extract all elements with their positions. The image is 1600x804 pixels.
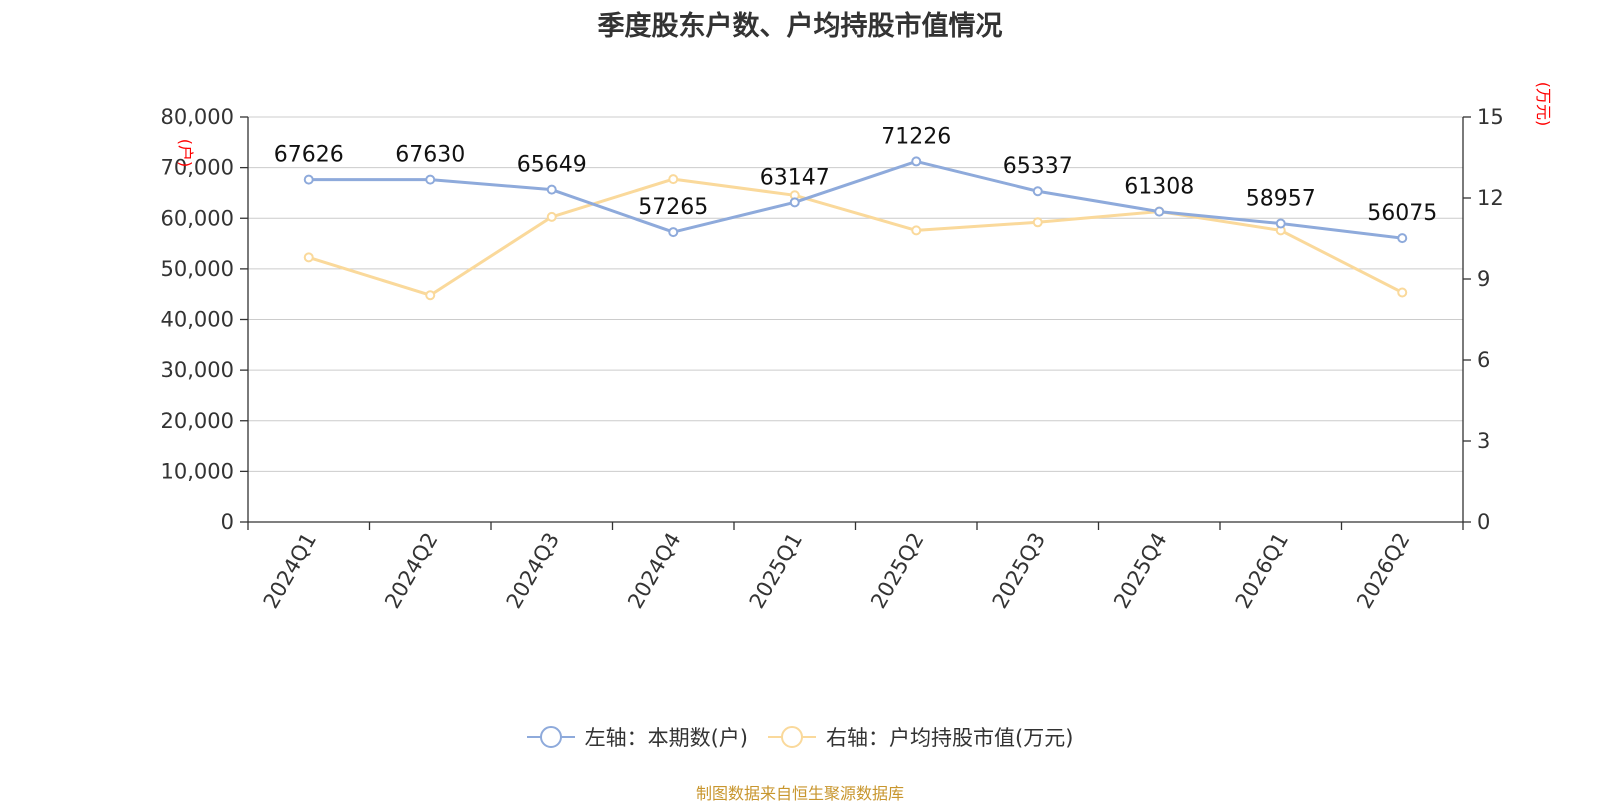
left-series-point <box>303 174 314 185</box>
right-series-line <box>308 177 1403 297</box>
left-series-point <box>546 184 557 195</box>
right-axis-tick-label: 6 <box>1477 348 1490 372</box>
x-axis-category-label: 2025Q4 <box>1109 529 1171 613</box>
left-series-point <box>1397 233 1408 244</box>
left-axis-tick-label: 70,000 <box>161 156 234 180</box>
left-series-point <box>1154 206 1165 217</box>
grid-layer <box>248 116 1463 472</box>
x-axis-category-label: 2024Q3 <box>502 529 564 613</box>
right-series-point <box>546 211 557 222</box>
legend-left-series-icon <box>526 726 575 748</box>
right-axis-tick-label: 0 <box>1477 510 1490 534</box>
x-axis-category-label: 2024Q2 <box>380 529 442 613</box>
axis-layer <box>240 116 1471 530</box>
legend-item-right-series[interactable]: 右轴：户均持股市值(万元) <box>768 722 1073 752</box>
data-label: 65649 <box>517 153 587 178</box>
right-axis-tick-label: 12 <box>1477 186 1504 210</box>
right-series-point <box>1397 287 1408 298</box>
left-series-point <box>425 174 436 185</box>
right-axis-tick-label: 3 <box>1477 429 1490 453</box>
left-axis-tick-label: 10,000 <box>161 459 234 483</box>
data-label: 71226 <box>881 124 951 149</box>
left-axis-tick-label: 40,000 <box>161 308 234 332</box>
left-axis-tick-label: 80,000 <box>161 105 234 129</box>
left-axis-unit-label: (户) <box>176 139 195 168</box>
legend-item-left-series[interactable]: 左轴：本期数(户) <box>526 722 748 752</box>
left-axis-tick-label: 60,000 <box>161 206 234 230</box>
data-label: 57265 <box>638 195 708 220</box>
data-label: 56075 <box>1367 201 1437 226</box>
left-axis-tick-label: 20,000 <box>161 409 234 433</box>
data-label: 67626 <box>274 143 344 168</box>
x-axis-category-label: 2026Q1 <box>1231 529 1293 613</box>
left-series-point <box>911 156 922 167</box>
x-axis-category-label: 2025Q3 <box>988 529 1050 613</box>
data-label: 67630 <box>395 143 465 168</box>
legend-left-series-label: 左轴：本期数(户) <box>584 726 748 750</box>
left-series-point <box>668 227 679 238</box>
legend-right-series-icon <box>768 726 816 748</box>
left-axis-tick-label: 50,000 <box>161 257 234 281</box>
data-label: 61308 <box>1124 175 1194 200</box>
source-note: 制图数据来自恒生聚源数据库 <box>695 784 904 803</box>
data-label: 65337 <box>1003 154 1073 179</box>
right-axis-tick-label: 15 <box>1477 105 1504 129</box>
x-axis-category-label: 2026Q2 <box>1352 529 1414 613</box>
left-axis-tick-label: 30,000 <box>161 358 234 382</box>
right-series-point <box>1032 217 1043 228</box>
chart-title: 季度股东户数、户均持股市值情况 <box>597 11 1003 42</box>
left-series-point <box>1275 218 1286 229</box>
right-series-point <box>911 225 922 236</box>
left-series-point <box>1032 186 1043 197</box>
label-layer: 0 10,000 20,000 30,000 40,000 50,000 60,000 70,… <box>161 82 1553 613</box>
right-series-point <box>303 252 314 263</box>
x-axis-category-label: 2025Q2 <box>866 529 928 613</box>
legend-right-series-label: 右轴：户均持股市值(万元) <box>826 726 1074 750</box>
right-axis-tick-label: 9 <box>1477 267 1490 291</box>
legend: 左轴：本期数(户) 右轴：户均持股市值(万元) <box>0 722 1600 752</box>
chart-canvas: 0 10,000 20,000 30,000 40,000 50,000 60,000 70,… <box>161 82 1553 613</box>
x-axis-category-label: 2025Q1 <box>745 529 807 613</box>
x-axis-category-label: 2024Q4 <box>623 529 685 613</box>
right-series-point <box>668 174 679 185</box>
data-label: 63147 <box>760 165 830 190</box>
right-axis-unit-label: (万元) <box>1534 82 1553 127</box>
x-axis-category-label: 2024Q1 <box>259 529 321 613</box>
left-series-point <box>789 197 800 208</box>
left-axis-tick-label: 0 <box>221 510 234 534</box>
series-layer <box>303 156 1408 301</box>
left-series-line <box>308 159 1403 240</box>
right-series-point <box>425 290 436 301</box>
data-label: 58957 <box>1246 187 1316 212</box>
